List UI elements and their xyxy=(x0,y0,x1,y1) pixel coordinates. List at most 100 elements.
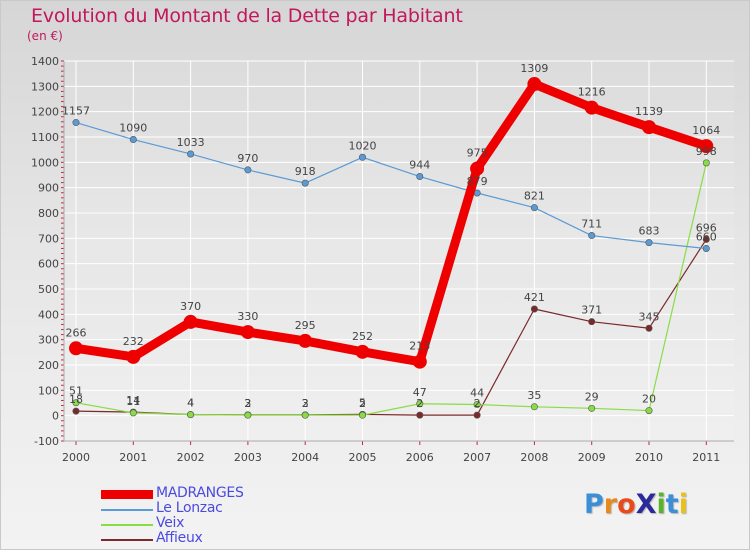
y-tick-label: 900 xyxy=(38,182,59,195)
data-label-le-lonzac: 970 xyxy=(237,152,258,165)
data-label-veix: 11 xyxy=(126,395,140,408)
data-point-affieux xyxy=(416,411,424,419)
data-label-veix: 47 xyxy=(413,386,427,399)
legend-label: MADRANGES xyxy=(156,485,244,501)
data-point-madranges xyxy=(527,77,542,92)
y-tick-label: 1000 xyxy=(31,156,59,169)
data-label-le-lonzac: 944 xyxy=(409,159,430,172)
data-point-madranges xyxy=(412,354,427,369)
proxiti-logo: ProXiti xyxy=(584,489,688,520)
y-tick-label: 1300 xyxy=(31,80,59,93)
logo-letter: o xyxy=(617,489,636,520)
data-label-madranges: 975 xyxy=(467,147,488,160)
legend-swatch-le-lonzac xyxy=(101,509,153,511)
data-label-le-lonzac: 711 xyxy=(581,218,602,231)
x-tick-label: 2000 xyxy=(62,451,90,464)
data-point-veix xyxy=(645,407,653,415)
data-label-affieux: 696 xyxy=(696,221,717,234)
data-label-madranges: 232 xyxy=(123,335,144,348)
data-point-le-lonzac xyxy=(645,239,653,247)
data-point-le-lonzac xyxy=(588,232,596,240)
x-tick-label: 2003 xyxy=(234,451,262,464)
data-point-madranges xyxy=(699,139,714,154)
data-label-madranges: 370 xyxy=(180,300,201,313)
y-tick-label: 100 xyxy=(38,384,59,397)
data-label-madranges: 252 xyxy=(352,330,373,343)
legend-swatch-veix xyxy=(101,524,153,526)
y-tick-label: 400 xyxy=(38,308,59,321)
y-tick-label: 1400 xyxy=(31,55,59,68)
data-label-madranges: 266 xyxy=(66,326,87,339)
data-point-le-lonzac xyxy=(244,166,252,174)
data-point-veix xyxy=(244,411,252,419)
data-point-le-lonzac xyxy=(72,119,80,127)
data-point-affieux xyxy=(72,407,80,415)
logo-letter: i xyxy=(678,489,688,520)
series-line-le-lonzac xyxy=(75,121,707,250)
data-point-veix xyxy=(473,401,481,409)
data-label-veix: 4 xyxy=(187,397,194,410)
x-tick-label: 2009 xyxy=(578,451,606,464)
data-point-veix xyxy=(72,399,80,407)
x-tick-label: 2005 xyxy=(349,451,377,464)
data-point-affieux xyxy=(702,235,710,243)
chart-title: Evolution du Montant de la Dette par Hab… xyxy=(31,5,463,27)
y-tick-label: -100 xyxy=(34,435,59,448)
data-point-le-lonzac xyxy=(416,173,424,181)
y-tick-label: 800 xyxy=(38,207,59,220)
data-point-madranges xyxy=(240,325,255,340)
x-tick-label: 2007 xyxy=(463,451,491,464)
logo-letter: i xyxy=(656,489,666,520)
x-tick-label: 2004 xyxy=(291,451,319,464)
legend-label: Affieux xyxy=(156,530,203,546)
data-label-affieux: 2 xyxy=(416,397,423,410)
data-label-le-lonzac: 821 xyxy=(524,190,545,203)
legend-swatch-affieux xyxy=(101,539,153,541)
data-label-veix: 2 xyxy=(359,397,366,410)
legend-label: Veix xyxy=(156,515,185,531)
data-label-affieux: 4 xyxy=(187,397,194,410)
data-point-veix xyxy=(530,403,538,411)
data-label-veix: 20 xyxy=(642,393,656,406)
data-point-madranges xyxy=(298,333,313,348)
x-tick-label: 2010 xyxy=(635,451,663,464)
data-label-madranges: 1216 xyxy=(578,86,606,99)
y-tick-label: 1200 xyxy=(31,106,59,119)
data-point-veix xyxy=(358,411,366,419)
data-point-madranges xyxy=(355,344,370,359)
y-tick-label: 1100 xyxy=(31,131,59,144)
data-point-le-lonzac xyxy=(301,179,309,187)
data-label-affieux: 14 xyxy=(126,394,140,407)
data-point-veix xyxy=(588,404,596,412)
logo-letter: P xyxy=(584,489,604,520)
data-point-veix xyxy=(187,411,195,419)
data-point-le-lonzac xyxy=(187,150,195,158)
data-point-le-lonzac xyxy=(530,204,538,212)
data-label-le-lonzac: 1090 xyxy=(119,122,147,135)
data-label-veix: 51 xyxy=(69,385,83,398)
data-point-affieux xyxy=(530,305,538,313)
data-point-madranges xyxy=(183,314,198,329)
data-point-affieux xyxy=(645,324,653,332)
data-label-le-lonzac: 1033 xyxy=(177,136,205,149)
y-tick-label: 300 xyxy=(38,334,59,347)
data-point-le-lonzac xyxy=(129,136,137,144)
plot-area xyxy=(64,61,734,441)
chart-subtitle: (en €) xyxy=(27,29,63,43)
data-point-madranges xyxy=(126,349,141,364)
data-label-affieux: 2 xyxy=(474,397,481,410)
data-label-veix: 2 xyxy=(244,397,251,410)
data-point-le-lonzac xyxy=(702,244,710,252)
data-label-veix: 2 xyxy=(302,397,309,410)
data-label-le-lonzac: 1157 xyxy=(62,105,90,118)
data-label-affieux: 345 xyxy=(639,310,660,323)
data-label-affieux: 371 xyxy=(581,304,602,317)
data-label-affieux: 421 xyxy=(524,291,545,304)
data-point-madranges xyxy=(69,341,83,356)
data-label-affieux: 5 xyxy=(359,396,366,409)
data-point-madranges xyxy=(584,100,599,115)
data-label-le-lonzac: 683 xyxy=(639,225,660,238)
data-label-le-lonzac: 1020 xyxy=(349,139,377,152)
logo-letter: t xyxy=(665,489,679,520)
